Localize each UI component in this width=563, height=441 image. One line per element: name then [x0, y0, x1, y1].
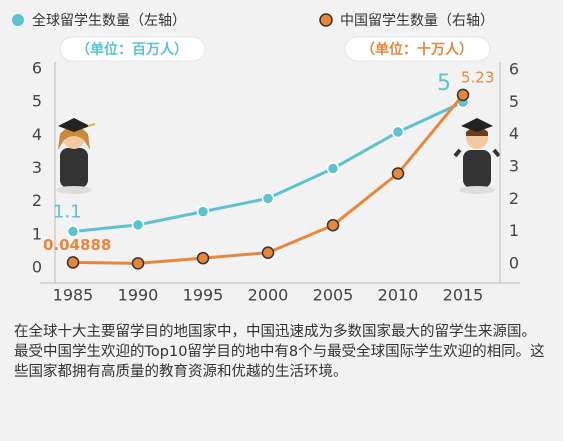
y2-tick-label: 2: [509, 189, 519, 208]
data-label: 1.1: [53, 202, 82, 223]
legend-label: 中国留学生数量（右轴）: [340, 13, 494, 29]
data-label: 5.23: [461, 68, 494, 86]
legend-label: 全球留学生数量（左轴）: [32, 12, 186, 29]
x-tick-label: 2005: [313, 286, 354, 305]
data-point: [391, 167, 405, 180]
x-tick-label: 2000: [248, 286, 289, 305]
x-tick-label: 1990: [118, 286, 159, 305]
y2-tick-label: 4: [509, 124, 519, 143]
data-point: [326, 218, 340, 232]
data-label: 5: [437, 71, 451, 96]
data-point: [326, 162, 340, 175]
data-point: [196, 251, 210, 265]
y2-tick-label: 0: [509, 254, 519, 273]
data-point: [261, 192, 275, 205]
data-point: [66, 225, 80, 238]
x-tick-label: 1995: [183, 286, 224, 305]
y2-tick-label: 5: [509, 92, 519, 111]
y-tick-label: 3: [32, 158, 42, 177]
data-point: [391, 125, 405, 139]
data-point: [456, 88, 470, 102]
y2-tick-label: 6: [509, 60, 519, 79]
graduate-right: [453, 118, 501, 194]
data-point: [196, 205, 210, 218]
x-tick-label: 2015: [443, 286, 484, 305]
y-tick-label: 1: [32, 224, 42, 243]
legend-marker: [319, 13, 333, 27]
series-line: [72, 93, 465, 265]
graduate-left: [56, 118, 96, 194]
data-point: [131, 257, 145, 270]
description: 在全球十大主要留学目的地国家中，中国迅速成为多数国家最大的留学生来源国。最受中国…: [14, 324, 545, 380]
data-point: [131, 218, 145, 232]
x-tick-label: 2010: [378, 286, 419, 305]
unit-label: （单位：百万人）: [76, 41, 188, 58]
y-tick-label: 5: [32, 92, 42, 111]
y-tick-label: 0: [32, 258, 42, 277]
y-tick-label: 4: [32, 125, 42, 144]
x-tick-label: 1985: [53, 286, 94, 305]
data-point: [261, 246, 275, 259]
legend-marker: [12, 14, 24, 26]
y-tick-label: 2: [32, 191, 42, 210]
data-point: [66, 256, 80, 269]
unit-box: [344, 36, 491, 62]
chart: 0 1 2 3 4 5 6 0 1 2 3 4 5 6 1985 1990 1995 2000 2005 2010 20…: [12, 12, 520, 305]
unit-label: （单位：十万人）: [361, 41, 473, 58]
y2-tick-label: 3: [509, 157, 519, 176]
y-tick-label: 6: [32, 59, 42, 78]
data-label: 0.04888: [43, 236, 111, 254]
unit-box: [59, 36, 206, 62]
y2-tick-label: 1: [509, 221, 519, 240]
